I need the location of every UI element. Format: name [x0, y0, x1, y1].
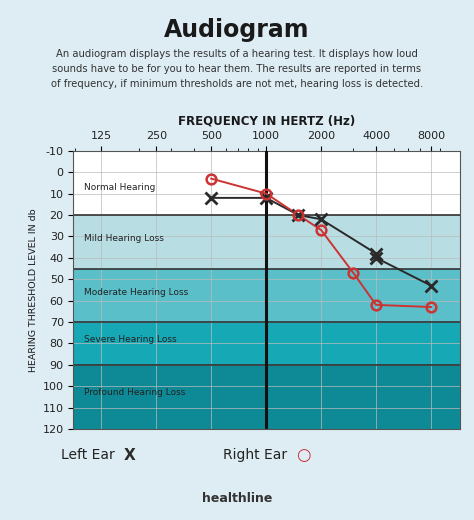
Y-axis label: HEARING THRESHOLD LEVEL IN db: HEARING THRESHOLD LEVEL IN db [29, 208, 38, 372]
Bar [73, 215, 460, 268]
Bar [73, 151, 460, 215]
Text: ○: ○ [296, 446, 311, 464]
Text: X: X [123, 448, 135, 462]
Bar [73, 268, 460, 322]
Text: Moderate Hearing Loss: Moderate Hearing Loss [83, 288, 188, 296]
Text: Audiogram: Audiogram [164, 18, 310, 42]
Bar [73, 365, 460, 429]
Text: Mild Hearing Loss: Mild Hearing Loss [83, 234, 164, 243]
Text: healthline: healthline [202, 492, 272, 505]
Text: Profound Hearing Loss: Profound Hearing Loss [83, 388, 185, 397]
Text: Left Ear: Left Ear [61, 448, 123, 462]
Text: Right Ear: Right Ear [223, 448, 296, 462]
Text: Severe Hearing Loss: Severe Hearing Loss [83, 335, 176, 344]
Text: Normal Hearing: Normal Hearing [83, 183, 155, 192]
X-axis label: FREQUENCY IN HERTZ (Hz): FREQUENCY IN HERTZ (Hz) [178, 114, 355, 127]
Text: An audiogram displays the results of a hearing test. It displays how loud
sounds: An audiogram displays the results of a h… [51, 49, 423, 89]
Bar [73, 322, 460, 365]
